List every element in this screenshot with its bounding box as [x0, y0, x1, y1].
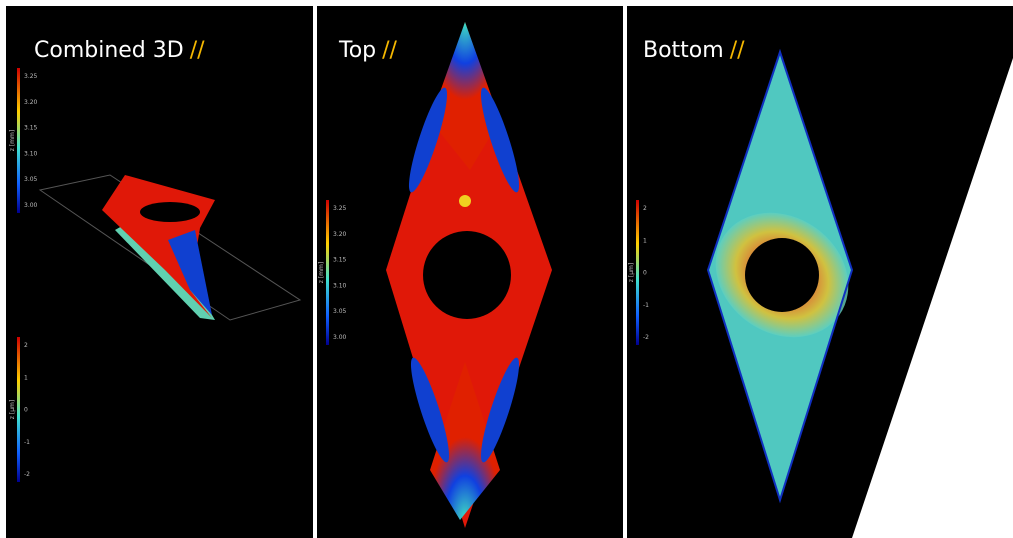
colorbar-tick: 1 — [24, 374, 28, 381]
colorbar-tick: 3.00 — [333, 334, 347, 341]
blue-zone — [408, 87, 448, 193]
panel-title: Top — [338, 38, 376, 63]
colorbar-tick: -1 — [643, 302, 649, 309]
colorbar-tick: 3.10 — [24, 150, 38, 157]
edge-gradient — [430, 362, 500, 520]
hole — [140, 202, 200, 222]
blue-zone — [480, 87, 520, 193]
title-mark: // — [382, 38, 397, 63]
hole — [745, 238, 819, 312]
colorbar-tick: 1 — [643, 237, 647, 244]
title-mark: // — [190, 38, 205, 63]
panel-title: Bottom — [643, 38, 724, 63]
edge-gradient — [430, 22, 500, 170]
colorbar-tick: 3.15 — [333, 257, 347, 264]
colorbar-tick: 0 — [643, 270, 647, 277]
colorbar-tick: 3.05 — [24, 176, 38, 183]
part-edge — [706, 48, 854, 504]
colorbar-tick: -2 — [643, 334, 649, 341]
colorbar-tick: 3.20 — [24, 99, 38, 106]
colorbar — [17, 68, 20, 213]
colorbar-tick: 2 — [24, 342, 28, 349]
colorbar-tick: -1 — [24, 439, 30, 446]
colorbar — [17, 337, 20, 482]
white-wedge — [852, 58, 1013, 538]
panel-title: Combined 3D — [34, 38, 184, 63]
colorbar-tick: 3.25 — [333, 205, 347, 212]
spot — [459, 195, 471, 207]
colorbar-label: z [mm] — [9, 130, 16, 151]
blue-zone — [410, 357, 450, 463]
colorbar — [636, 200, 639, 345]
hole — [423, 231, 511, 319]
colorbar-tick: 3.15 — [24, 125, 38, 132]
colorbar-tick: 3.10 — [333, 282, 347, 289]
colorbar-label: z [mm] — [318, 262, 325, 283]
blue-zone — [480, 357, 520, 463]
colorbar-label: z [µm] — [9, 400, 16, 419]
colorbar-tick: 3.25 — [24, 73, 38, 80]
title-mark: // — [730, 38, 745, 63]
colorbar-tick: 3.05 — [333, 308, 347, 315]
colorbar-tick: 3.20 — [333, 231, 347, 238]
colorbar — [326, 200, 329, 345]
colorbar-tick: 0 — [24, 407, 28, 414]
colorbar-tick: -2 — [24, 471, 30, 478]
blue-zone — [168, 230, 212, 315]
colorbar-label: z [µm] — [628, 263, 635, 282]
colorbar-tick: 2 — [643, 205, 647, 212]
colorbar-tick: 3.00 — [24, 202, 38, 209]
